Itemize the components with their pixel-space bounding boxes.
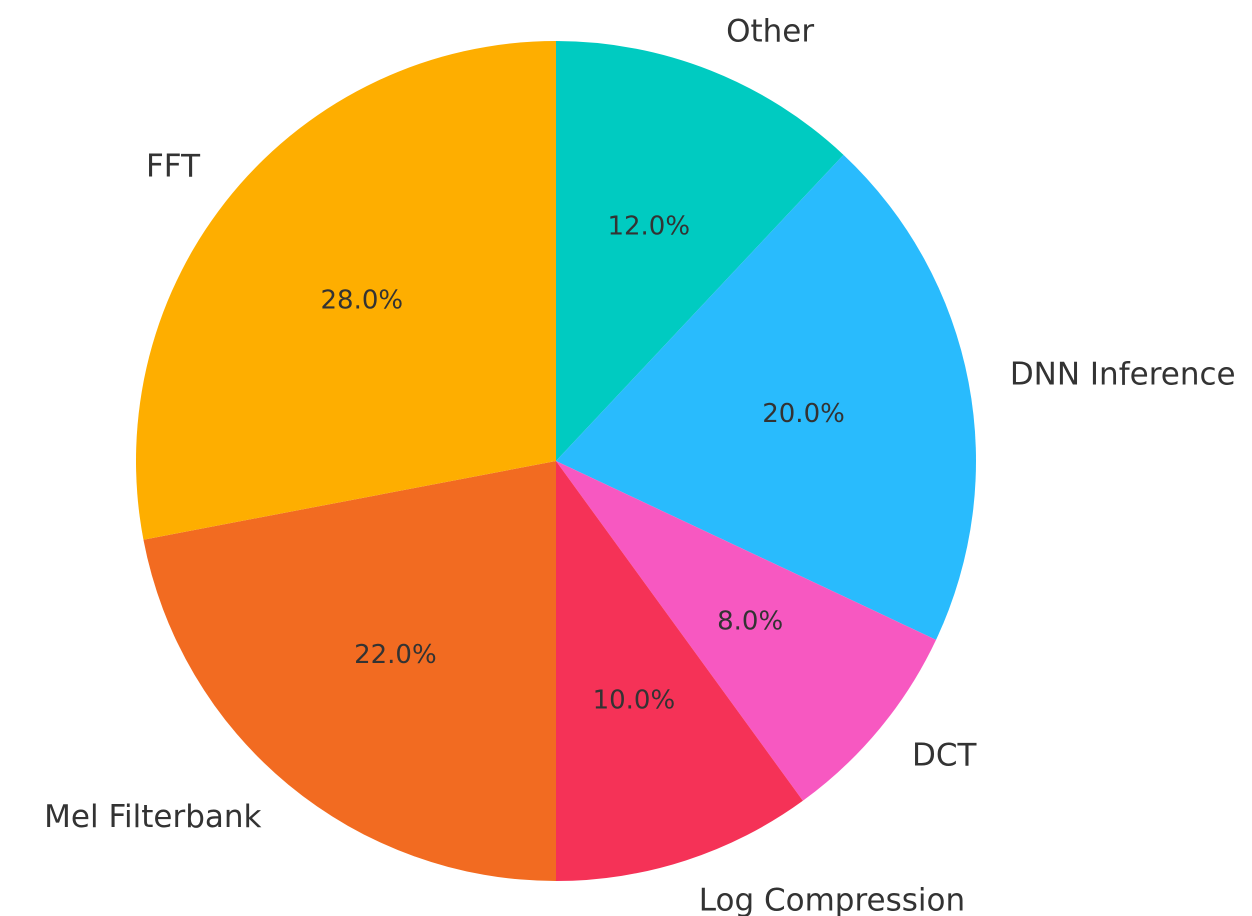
slice-fft <box>136 41 556 540</box>
percent-label-fft: 28.0% <box>321 285 404 315</box>
category-label-other: Other <box>726 13 814 49</box>
category-label-dct: DCT <box>912 737 978 773</box>
category-label-mel-filterbank: Mel Filterbank <box>44 799 261 835</box>
percent-label-dct: 8.0% <box>717 607 783 637</box>
slice-other <box>556 41 844 461</box>
category-label-dnn-inference: DNN Inference <box>1010 356 1236 392</box>
slice-dct <box>556 461 937 801</box>
percent-label-mel-filterbank: 22.0% <box>354 640 437 670</box>
category-label-log-compression: Log Compression <box>699 882 965 916</box>
category-label-fft: FFT <box>146 149 201 185</box>
slice-dnn-inference <box>556 154 976 640</box>
percent-label-dnn-inference: 20.0% <box>762 399 845 429</box>
slice-log-compression <box>556 461 803 881</box>
pie-slices <box>136 41 976 881</box>
slice-mel-filterbank <box>143 461 556 881</box>
percent-labels: 12.0% 20.0% 8.0% 10.0% 22.0% 28.0% <box>321 212 845 716</box>
category-labels: Other DNN Inference DCT Log Compression Mel … <box>44 13 1235 916</box>
percent-label-other: 12.0% <box>607 212 690 242</box>
percent-label-log-compression: 10.0% <box>593 686 676 716</box>
